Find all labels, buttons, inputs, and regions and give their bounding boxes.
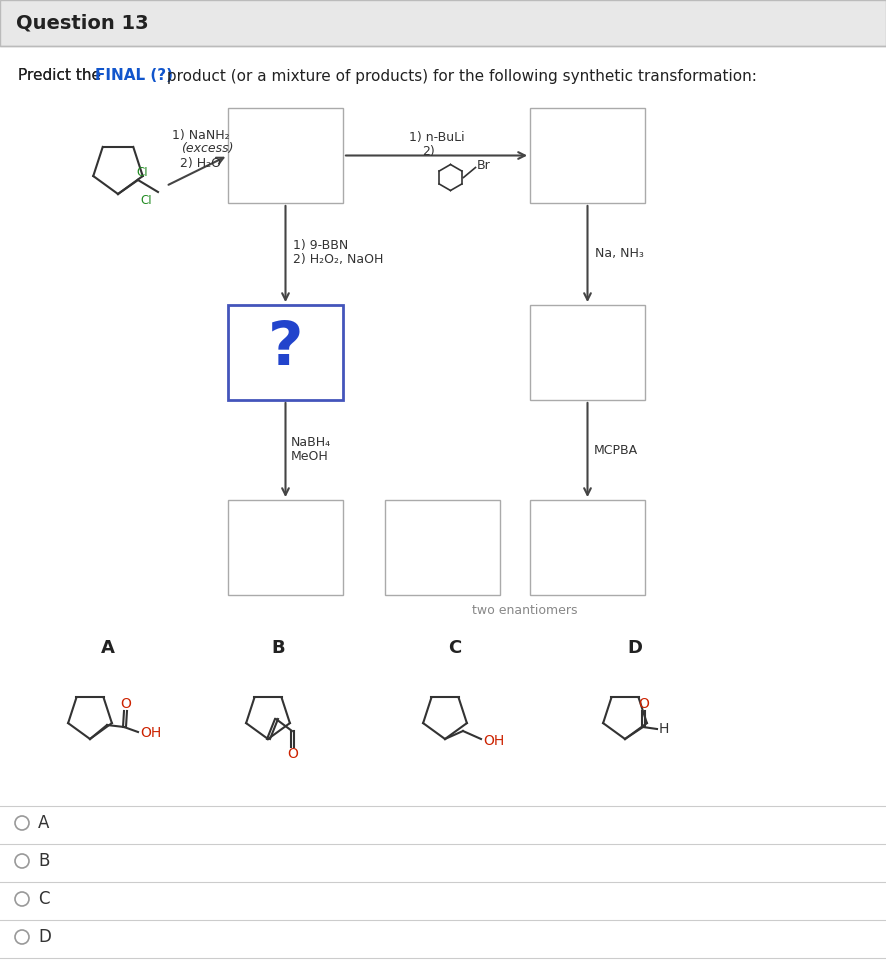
Text: A: A: [38, 814, 50, 832]
Bar: [530, 500, 645, 595]
Text: OH: OH: [140, 726, 161, 740]
Text: C: C: [38, 890, 50, 908]
Bar: [228, 500, 343, 595]
Bar: [385, 500, 500, 595]
Text: Br: Br: [477, 159, 490, 172]
Text: Na, NH₃: Na, NH₃: [595, 248, 644, 261]
Text: 1) NaNH₂: 1) NaNH₂: [172, 129, 229, 142]
Bar: [228, 108, 343, 203]
Text: MCPBA: MCPBA: [594, 443, 638, 457]
Text: CI: CI: [136, 166, 148, 179]
Text: O: O: [120, 697, 131, 711]
Text: 2): 2): [422, 145, 435, 158]
Text: B: B: [271, 639, 284, 657]
Bar: [530, 108, 645, 203]
Text: CI: CI: [140, 193, 152, 207]
Text: Predict the: Predict the: [18, 68, 105, 84]
Text: two enantiomers: two enantiomers: [472, 604, 578, 618]
Bar: [530, 305, 645, 400]
Text: MeOH: MeOH: [291, 451, 328, 464]
Text: product (or a mixture of products) for the following synthetic transformation:: product (or a mixture of products) for t…: [162, 68, 757, 84]
Text: 2) H₂O₂, NaOH: 2) H₂O₂, NaOH: [293, 254, 384, 266]
Text: H: H: [659, 722, 670, 736]
Bar: [228, 305, 343, 400]
Text: (excess): (excess): [181, 142, 233, 155]
Text: Question 13: Question 13: [16, 14, 149, 32]
Text: O: O: [639, 697, 649, 711]
Text: 1) 9-BBN: 1) 9-BBN: [293, 238, 349, 252]
Text: D: D: [38, 928, 51, 946]
Text: NaBH₄: NaBH₄: [291, 435, 330, 449]
Text: FINAL (?): FINAL (?): [95, 68, 173, 84]
Text: 2) H₂O: 2) H₂O: [181, 157, 222, 170]
Text: B: B: [38, 852, 50, 870]
Text: Predict the: Predict the: [18, 68, 105, 84]
Text: ?: ?: [268, 319, 303, 378]
Text: C: C: [448, 639, 462, 657]
Text: A: A: [101, 639, 115, 657]
Text: 1) n-BuLi: 1) n-BuLi: [408, 131, 464, 144]
Text: OH: OH: [483, 734, 504, 748]
Bar: [0, 0, 886, 46]
Text: O: O: [288, 747, 299, 761]
Text: D: D: [627, 639, 642, 657]
